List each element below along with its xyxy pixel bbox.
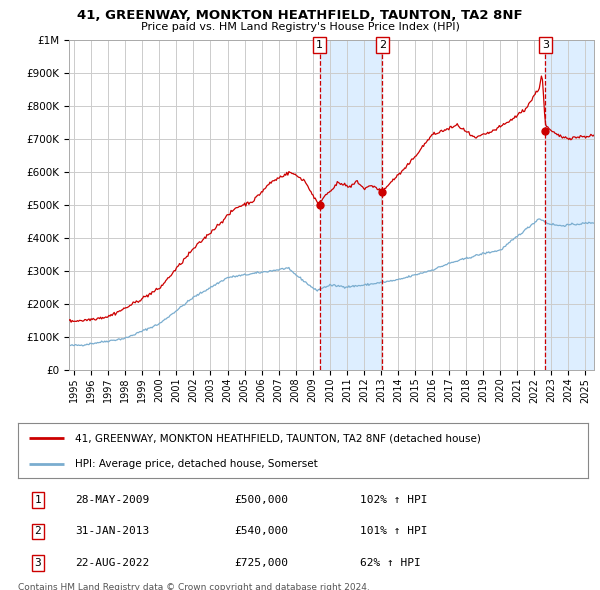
Text: 2: 2 [379, 40, 386, 50]
Text: 28-MAY-2009: 28-MAY-2009 [75, 495, 149, 505]
Text: 62% ↑ HPI: 62% ↑ HPI [360, 558, 421, 568]
Text: 41, GREENWAY, MONKTON HEATHFIELD, TAUNTON, TA2 8NF (detached house): 41, GREENWAY, MONKTON HEATHFIELD, TAUNTO… [75, 434, 481, 444]
Text: Price paid vs. HM Land Registry's House Price Index (HPI): Price paid vs. HM Land Registry's House … [140, 22, 460, 32]
Text: 101% ↑ HPI: 101% ↑ HPI [360, 526, 427, 536]
Text: 1: 1 [35, 495, 41, 505]
Bar [320, 40, 382, 370]
Text: £540,000: £540,000 [235, 526, 289, 536]
Text: 22-AUG-2022: 22-AUG-2022 [75, 558, 149, 568]
Text: 3: 3 [542, 40, 549, 50]
Text: £500,000: £500,000 [235, 495, 289, 505]
Text: 3: 3 [35, 558, 41, 568]
Bar [545, 40, 594, 370]
Text: Contains HM Land Registry data © Crown copyright and database right 2024.: Contains HM Land Registry data © Crown c… [18, 583, 370, 590]
Text: £725,000: £725,000 [235, 558, 289, 568]
Text: 102% ↑ HPI: 102% ↑ HPI [360, 495, 427, 505]
Text: 1: 1 [316, 40, 323, 50]
Text: 31-JAN-2013: 31-JAN-2013 [75, 526, 149, 536]
Text: 41, GREENWAY, MONKTON HEATHFIELD, TAUNTON, TA2 8NF: 41, GREENWAY, MONKTON HEATHFIELD, TAUNTO… [77, 9, 523, 22]
Text: HPI: Average price, detached house, Somerset: HPI: Average price, detached house, Some… [75, 459, 318, 469]
Text: 2: 2 [35, 526, 41, 536]
